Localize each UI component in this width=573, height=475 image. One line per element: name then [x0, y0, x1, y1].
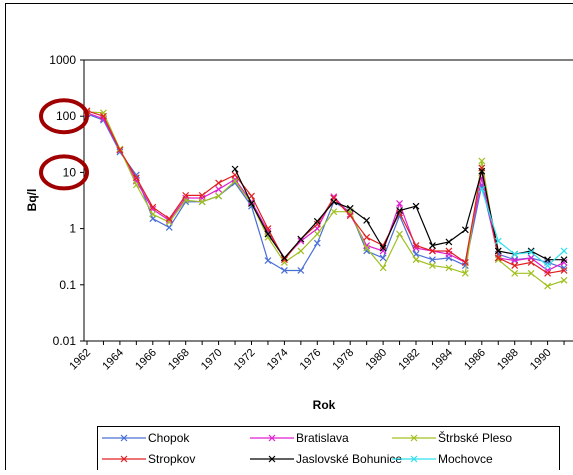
series-line-3 — [87, 111, 564, 273]
data-point-marker — [166, 224, 172, 230]
legend-label: Mochovce — [438, 452, 493, 466]
data-point-marker — [545, 263, 551, 269]
series-line-0 — [87, 114, 564, 271]
data-point-marker — [545, 283, 551, 289]
x-tick-label: 1976 — [298, 347, 324, 373]
series-line-1 — [87, 113, 564, 271]
y-tick-label: 1000 — [49, 53, 76, 67]
legend-label: Bratislava — [296, 431, 349, 445]
data-point-marker — [232, 166, 238, 172]
data-point-marker — [397, 200, 403, 206]
x-tick-label: 1962 — [67, 347, 93, 373]
x-tick-label: 1980 — [363, 347, 389, 373]
data-point-marker — [216, 180, 222, 186]
legend-label: Štrbské Pleso — [438, 430, 512, 445]
data-point-marker — [380, 255, 386, 261]
x-tick-label: 1964 — [100, 347, 126, 373]
y-tick-label: 100 — [56, 109, 76, 123]
data-point-marker — [561, 277, 567, 283]
x-tick-label: 1986 — [462, 347, 488, 373]
x-tick-label: 1984 — [429, 347, 455, 373]
y-tick-group: 0.01 0.1 1 10 100 1000 — [49, 53, 84, 348]
x-tick-label: 1988 — [495, 347, 521, 373]
data-point-marker — [380, 265, 386, 271]
x-tick-label: 1968 — [166, 347, 192, 373]
data-point-marker — [265, 258, 271, 264]
data-point-marker — [216, 186, 222, 192]
x-tick-label: 1978 — [331, 347, 357, 373]
series-group — [84, 108, 567, 289]
data-point-marker — [347, 205, 353, 211]
series-line-2 — [87, 112, 564, 286]
data-point-marker — [314, 231, 320, 237]
y-axis-label: Bq/l — [25, 189, 39, 212]
data-point-marker — [397, 231, 403, 237]
x-tick-label: 1966 — [133, 347, 159, 373]
data-point-marker — [413, 257, 419, 263]
data-point-marker — [364, 234, 370, 240]
x-tick-label: 1970 — [199, 347, 225, 373]
y-tick-label: 1 — [69, 222, 76, 236]
x-tick-label: 1974 — [265, 347, 291, 373]
chart-border — [6, 4, 573, 471]
data-point-marker — [364, 217, 370, 223]
y-tick-label: 0.1 — [59, 278, 76, 292]
legend-label: Jaslovské Bohunice — [296, 452, 402, 466]
data-point-marker — [216, 193, 222, 199]
x-tick-label: 1972 — [232, 347, 258, 373]
data-point-marker — [561, 248, 567, 254]
legend-label: Stropkov — [148, 452, 195, 466]
y-tick-label: 10 — [63, 165, 77, 179]
x-tick-label: 1990 — [528, 347, 554, 373]
x-tick-label: 1982 — [396, 347, 422, 373]
data-point-marker — [314, 240, 320, 246]
x-axis-label: Rok — [313, 398, 336, 412]
y-tick-label: 0.01 — [53, 334, 77, 348]
legend-label: Chopok — [148, 431, 190, 445]
data-point-marker — [298, 248, 304, 254]
series-line-5 — [482, 189, 564, 265]
